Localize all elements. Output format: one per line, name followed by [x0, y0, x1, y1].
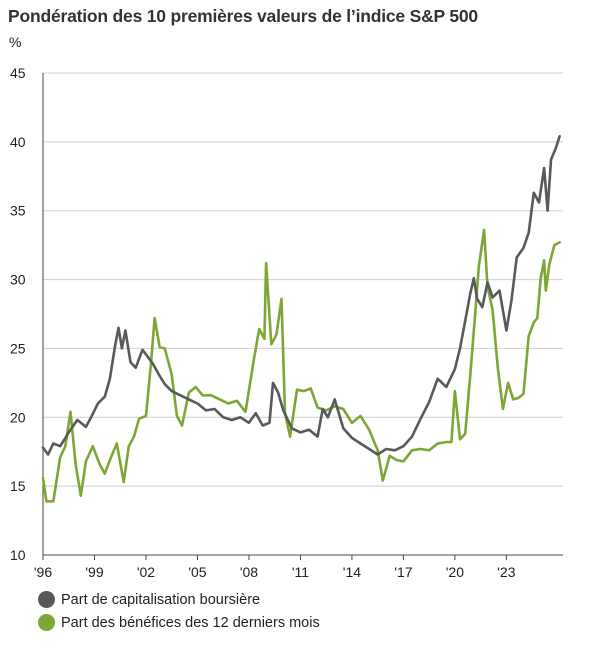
x-tick-label-2020: '20 [446, 564, 464, 580]
y-tick-label-25: 25 [10, 340, 26, 356]
legend-item-earnings: Part des bénéfices des 12 derniers mois [38, 611, 320, 634]
y-axis-unit-label: % [9, 34, 22, 50]
x-tick-label-2011: '11 [292, 564, 309, 580]
y-tick-label-40: 40 [10, 134, 26, 150]
x-tick-label-1999: '99 [85, 564, 103, 580]
legend-item-market-cap: Part de capitalisation boursière [38, 588, 320, 611]
y-tick-label-20: 20 [10, 409, 26, 425]
line-chart: 10 15 20 25 30 35 40 45 '96 '99 '02 '05 '08 '11 '14 '17… [10, 65, 563, 580]
series-line-earnings [41, 228, 561, 503]
y-tick-label-45: 45 [10, 65, 26, 81]
x-tick-label-2017: '17 [394, 564, 412, 580]
legend-label-market-cap: Part de capitalisation boursière [61, 591, 261, 608]
legend-swatch-market-cap [38, 591, 55, 608]
series-line-market-cap [41, 135, 561, 456]
x-tick-label-2005: '05 [188, 564, 206, 580]
x-tick-label-2023: '23 [497, 564, 515, 580]
y-tick-label-15: 15 [10, 478, 26, 494]
legend-label-earnings: Part des bénéfices des 12 derniers mois [61, 614, 320, 631]
y-tick-label-30: 30 [10, 272, 26, 288]
legend: Part de capitalisation boursière Part de… [38, 588, 320, 634]
legend-swatch-earnings [38, 614, 55, 631]
y-tick-label-10: 10 [10, 547, 26, 563]
chart-title: Pondération des 10 premières valeurs de … [8, 6, 478, 26]
x-tick-label-1996: '96 [34, 564, 52, 580]
x-tick-label-2014: '14 [343, 564, 361, 580]
x-tick-label-2002: '02 [137, 564, 155, 580]
x-tick-label-2008: '08 [240, 564, 258, 580]
y-tick-label-35: 35 [10, 203, 26, 219]
